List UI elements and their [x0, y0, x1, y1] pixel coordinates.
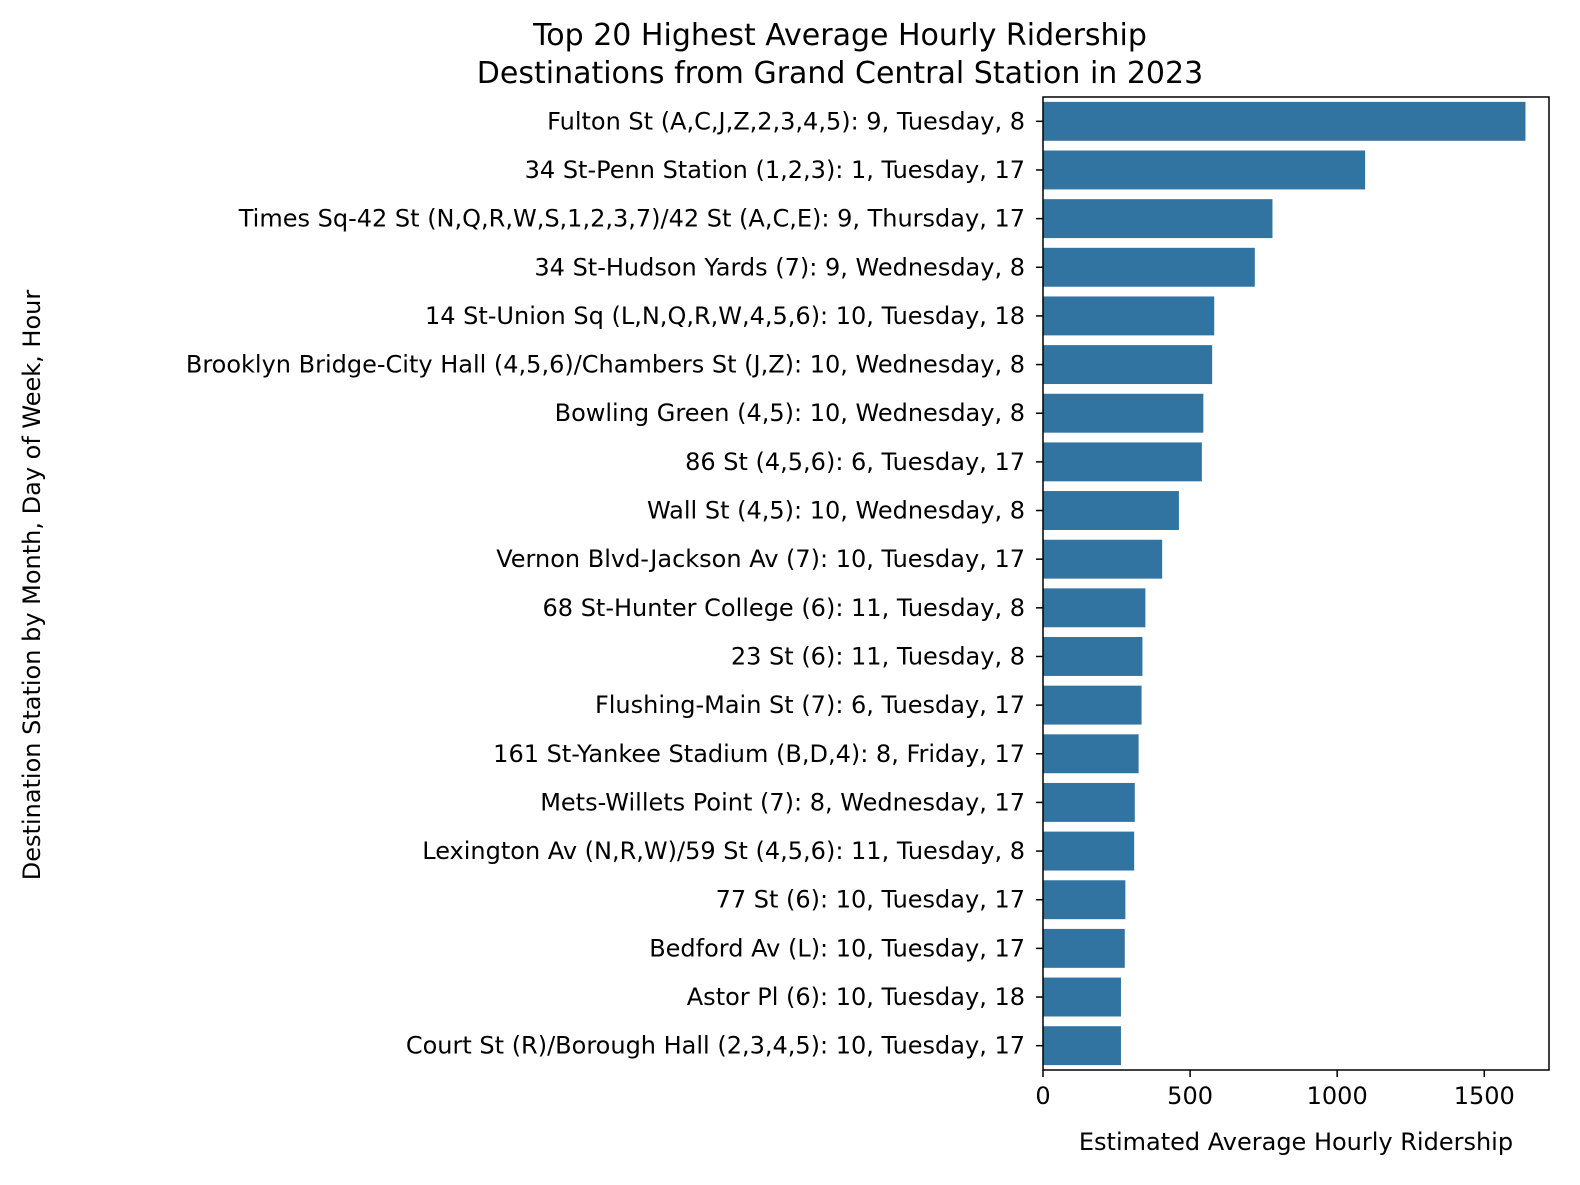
category-label: 34 St-Penn Station (1,2,3): 1, Tuesday, … — [525, 156, 1025, 184]
category-label: 23 St (6): 11, Tuesday, 8 — [731, 642, 1025, 670]
category-label: Mets-Willets Point (7): 8, Wednesday, 17 — [540, 788, 1025, 816]
category-labels: Fulton St (A,C,J,Z,2,3,4,5): 9, Tuesday,… — [186, 107, 1043, 1060]
x-tick-label: 0 — [1035, 1082, 1050, 1110]
bar — [1043, 1026, 1121, 1066]
bar — [1043, 637, 1143, 676]
bar — [1043, 928, 1125, 968]
bar — [1043, 442, 1202, 482]
category-label: Fulton St (A,C,J,Z,2,3,4,5): 9, Tuesday,… — [547, 107, 1025, 135]
x-tick-label: 1000 — [1307, 1082, 1368, 1110]
bar — [1043, 539, 1163, 579]
bar — [1043, 199, 1273, 239]
category-label: Court St (R)/Borough Hall (2,3,4,5): 10,… — [406, 1032, 1025, 1060]
category-label: Astor Pl (6): 10, Tuesday, 18 — [687, 983, 1025, 1011]
category-label: Lexington Av (N,R,W)/59 St (4,5,6): 11, … — [422, 837, 1025, 865]
category-label: 77 St (6): 10, Tuesday, 17 — [716, 886, 1025, 914]
category-label: 161 St-Yankee Stadium (B,D,4): 8, Friday… — [493, 740, 1025, 768]
bars-group — [1043, 101, 1526, 1066]
bar — [1043, 491, 1179, 530]
category-label: 14 St-Union Sq (L,N,Q,R,W,4,5,6): 10, Tu… — [425, 302, 1025, 330]
bar — [1043, 296, 1215, 336]
bar — [1043, 393, 1204, 433]
category-label: Times Sq-42 St (N,Q,R,W,S,1,2,3,7)/42 St… — [238, 205, 1025, 233]
bar — [1043, 247, 1255, 287]
bar — [1043, 782, 1135, 822]
category-label: 68 St-Hunter College (6): 11, Tuesday, 8 — [543, 594, 1025, 622]
plot-frame — [1042, 96, 1550, 1071]
chart-title-line-1: Top 20 Highest Average Hourly Ridership — [532, 18, 1147, 53]
chart-title-line-2: Destinations from Grand Central Station … — [477, 56, 1203, 91]
x-axis-label: Estimated Average Hourly Ridership — [1079, 1128, 1513, 1156]
bar — [1043, 588, 1146, 628]
category-label: 34 St-Hudson Yards (7): 9, Wednesday, 8 — [534, 253, 1025, 281]
category-label: Bedford Av (L): 10, Tuesday, 17 — [649, 934, 1025, 962]
x-tick-label: 1500 — [1454, 1082, 1515, 1110]
bar — [1043, 685, 1142, 725]
bar — [1043, 880, 1126, 920]
x-tick-label: 500 — [1167, 1082, 1213, 1110]
x-axis-ticks: 0 500 1000 1500 — [1035, 1070, 1515, 1110]
bar — [1043, 734, 1139, 774]
category-label: Vernon Blvd-Jackson Av (7): 10, Tuesday,… — [496, 545, 1025, 573]
bar — [1043, 150, 1366, 190]
bar — [1043, 977, 1121, 1017]
plot-border — [1042, 96, 1550, 1071]
category-label: 86 St (4,5,6): 6, Tuesday, 17 — [685, 448, 1025, 476]
category-label: Flushing-Main St (7): 6, Tuesday, 17 — [595, 691, 1025, 719]
bar — [1043, 101, 1526, 141]
bar — [1043, 831, 1135, 871]
category-label: Brooklyn Bridge-City Hall (4,5,6)/Chambe… — [186, 351, 1025, 379]
category-label: Wall St (4,5): 10, Wednesday, 8 — [647, 497, 1025, 525]
chart-title: Top 20 Highest Average Hourly Ridership … — [477, 18, 1203, 91]
category-label: Bowling Green (4,5): 10, Wednesday, 8 — [555, 399, 1025, 427]
bar — [1043, 345, 1213, 385]
y-axis-label: Destination Station by Month, Day of Wee… — [18, 290, 46, 881]
